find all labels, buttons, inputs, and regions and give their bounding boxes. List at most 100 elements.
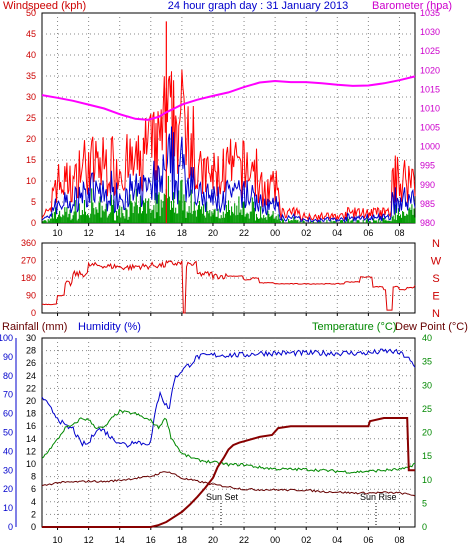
x-tick-label: 04: [332, 535, 342, 545]
windspeed-tick-label: 20: [26, 134, 36, 144]
compass-tick-label: N: [432, 308, 440, 320]
compass-tick-label: E: [432, 291, 439, 303]
humidity-line: [41, 348, 416, 448]
wind-avg-line: [41, 126, 416, 223]
barometer-tick-label: 980: [420, 218, 435, 228]
temperature-tick-label: 15: [422, 451, 432, 461]
rainfall-tick-label: 0: [31, 522, 36, 532]
x-tick-label: 10: [53, 228, 63, 238]
rainfall-tick-label: 28: [26, 346, 36, 356]
rainfall-tick-label: 14: [26, 434, 36, 444]
rainfall-tick-label: 12: [26, 446, 36, 456]
wind-max-line: [41, 69, 416, 222]
rainfall-tick-label: 4: [31, 497, 36, 507]
barometer-tick-label: 1035: [420, 8, 440, 18]
temperature-tick-label: 0: [422, 522, 427, 532]
barometer-axis-title: Barometer (hpa): [372, 0, 452, 12]
windspeed-tick-label: 45: [26, 29, 36, 39]
direction-line: [41, 260, 416, 314]
temperature-tick-label: 35: [422, 357, 432, 367]
rainfall-tick-label: 18: [26, 409, 36, 419]
temperature-axis-title: Temperature (°C): [312, 321, 396, 333]
wind-panel-frame: [41, 12, 416, 224]
dewpoint-line: [41, 471, 416, 497]
x-tick-label: 04: [332, 228, 342, 238]
series-lines: [41, 21, 416, 528]
rainfall-tick-label: 16: [26, 421, 36, 431]
tick-labels: 10 12 14 16 18 20 22 00 02 04 06 080510152025303540…: [0, 8, 442, 545]
x-tick-label: 02: [301, 535, 311, 545]
barometer-line: [41, 75, 416, 121]
humidity-tick-label: 20: [3, 484, 13, 494]
direction-tick-label: 90: [26, 291, 36, 301]
x-tick-label: 06: [363, 228, 373, 238]
humidity-tick-label: 80: [3, 371, 13, 381]
sunset-label: Sun Set: [206, 492, 239, 502]
dewpoint-axis-title: Dew Point (°C): [395, 321, 468, 333]
x-tick-label: 20: [208, 228, 218, 238]
barometer-tick-label: 1025: [420, 46, 440, 56]
rainfall-tick-label: 2: [31, 509, 36, 519]
humidity-tick-label: 40: [3, 446, 13, 456]
direction-tick-label: 360: [21, 238, 36, 248]
humidity-tick-label: 0: [8, 522, 13, 532]
temperature-tick-label: 20: [422, 428, 432, 438]
windspeed-tick-label: 50: [26, 8, 36, 18]
rainfall-tick-label: 10: [26, 459, 36, 469]
rainfall-axis-title: Rainfall (mm): [2, 321, 67, 333]
barometer-tick-label: 1005: [420, 123, 440, 133]
windspeed-axis-title: Windspeed (kph): [3, 0, 86, 12]
x-tick-label: 12: [84, 535, 94, 545]
barometer-tick-label: 1015: [420, 84, 440, 94]
temperature-tick-label: 40: [422, 333, 432, 343]
barometer-tick-label: 985: [420, 199, 435, 209]
humidity-tick-label: 30: [3, 465, 13, 475]
sunrise-label: Sun Rise: [360, 492, 397, 502]
temperature-tick-label: 10: [422, 475, 432, 485]
x-tick-label: 08: [394, 535, 404, 545]
humidity-tick-label: 50: [3, 428, 13, 438]
temperature-tick-label: 30: [422, 380, 432, 390]
humidity-tick-label: 70: [3, 390, 13, 400]
rainfall-tick-label: 26: [26, 358, 36, 368]
barometer-tick-label: 1000: [420, 142, 440, 152]
rainfall-tick-label: 30: [26, 333, 36, 343]
rainfall-line: [42, 417, 415, 528]
x-tick-label: 14: [115, 535, 125, 545]
rainfall-tick-label: 24: [26, 371, 36, 381]
rainfall-tick-label: 20: [26, 396, 36, 406]
temperature-line: [41, 409, 416, 474]
x-tick-label: 02: [301, 228, 311, 238]
compass-tick-label: S: [432, 273, 439, 285]
windspeed-tick-label: 0: [31, 218, 36, 228]
rainfall-tick-label: 8: [31, 472, 36, 482]
x-tick-label: 16: [146, 228, 156, 238]
humidity-panel-frame: [41, 337, 416, 528]
windspeed-tick-label: 30: [26, 92, 36, 102]
barometer-tick-label: 990: [420, 180, 435, 190]
x-tick-label: 18: [177, 535, 187, 545]
windspeed-tick-label: 10: [26, 176, 36, 186]
compass-tick-label: W: [431, 256, 442, 268]
chart-title: 24 hour graph day : 31 January 2013: [168, 0, 348, 12]
x-tick-label: 00: [270, 228, 280, 238]
rainfall-tick-label: 6: [31, 484, 36, 494]
barometer-tick-label: 1010: [420, 103, 440, 113]
x-tick-label: 16: [146, 535, 156, 545]
barometer-tick-label: 1030: [420, 27, 440, 37]
temperature-tick-label: 5: [422, 498, 427, 508]
windspeed-tick-label: 40: [26, 50, 36, 60]
x-tick-label: 10: [53, 535, 63, 545]
humidity-axis-title: Humidity (%): [78, 321, 141, 333]
humidity-tick-label: 90: [3, 352, 13, 362]
humidity-tick-label: 60: [3, 409, 13, 419]
barometer-tick-label: 1020: [420, 65, 440, 75]
x-tick-label: 18: [177, 228, 187, 238]
wind-series: [42, 175, 416, 223]
direction-panel-frame: [41, 242, 416, 314]
windspeed-tick-label: 35: [26, 71, 36, 81]
windspeed-tick-label: 15: [26, 155, 36, 165]
windspeed-tick-label: 5: [31, 197, 36, 207]
x-tick-label: 06: [363, 535, 373, 545]
